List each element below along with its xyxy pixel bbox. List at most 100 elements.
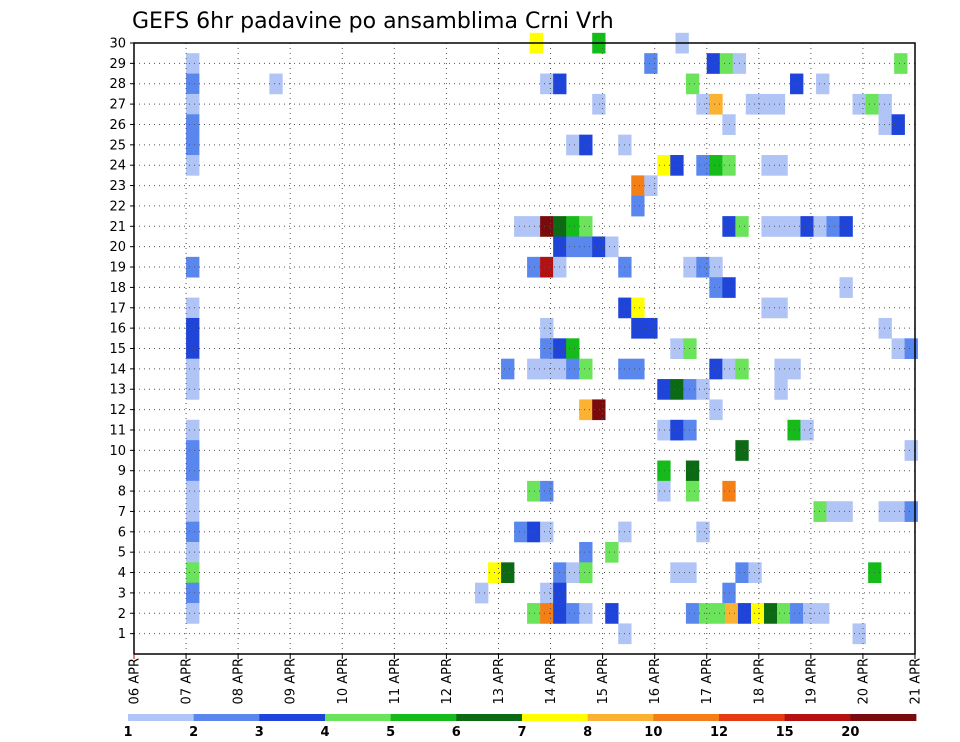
cell-member-27: [745, 93, 760, 115]
x-tick-label: 14 APR: [544, 658, 559, 704]
x-tick-label: 16 APR: [648, 658, 663, 704]
cell-member-15: [186, 338, 200, 359]
cell-member-2: [605, 603, 619, 624]
cell-member-4: [735, 562, 749, 584]
cell-member-13: [670, 379, 684, 400]
cell-member-28: [816, 73, 830, 95]
cell-member-26: [186, 114, 200, 135]
cell-member-2: [724, 603, 739, 624]
cell-member-3: [186, 582, 200, 604]
cell-member-27: [865, 93, 879, 115]
cell-member-26: [878, 114, 892, 135]
y-tick-label: 10: [109, 444, 126, 459]
cell-member-2: [750, 603, 765, 624]
cell-member-27: [758, 93, 773, 115]
y-tick-label: 26: [109, 118, 126, 133]
colorbar-label: 10: [644, 725, 662, 740]
cell-member-2: [540, 603, 554, 624]
cell-member-14: [527, 358, 541, 380]
cell-member-29: [186, 53, 200, 74]
y-tick-label: 25: [109, 138, 126, 153]
cell-member-18: [709, 277, 723, 298]
cell-member-6: [540, 521, 554, 543]
colorbar-label: 20: [841, 725, 859, 740]
colorbar-label: 1: [123, 725, 132, 740]
cell-member-7: [891, 501, 905, 522]
cell-member-21: [761, 216, 775, 237]
cell-member-11: [670, 419, 684, 441]
cell-member-16: [540, 317, 554, 339]
cell-member-13: [657, 379, 671, 400]
y-tick-label: 29: [109, 57, 126, 72]
cell-member-27: [771, 93, 786, 115]
cell-member-4: [186, 562, 200, 584]
y-tick-label: 13: [109, 383, 126, 398]
x-tick-label: 12 APR: [440, 658, 455, 704]
y-tick-label: 5: [118, 546, 126, 561]
cell-member-8: [527, 480, 541, 502]
y-tick-label: 2: [118, 607, 126, 622]
colorbar-swatch: [522, 714, 589, 721]
y-tick-label: 12: [109, 403, 126, 418]
colorbar-label: 15: [776, 725, 794, 740]
colorbar-swatch: [653, 714, 720, 721]
cell-member-18: [839, 277, 853, 298]
cell-member-5: [605, 541, 619, 563]
cell-member-21: [800, 216, 814, 237]
y-tick-label: 9: [118, 464, 126, 479]
cell-member-14: [579, 358, 593, 380]
y-tick-label: 8: [118, 485, 126, 500]
cell-member-12: [709, 399, 723, 421]
cell-member-17: [761, 297, 775, 319]
cell-member-19: [527, 256, 541, 278]
cell-member-15: [540, 338, 554, 359]
cell-member-7: [839, 501, 853, 522]
y-tick-label: 7: [118, 505, 126, 520]
cell-member-2: [764, 603, 778, 624]
cell-member-24: [657, 155, 671, 176]
cell-member-16: [186, 317, 200, 339]
cell-member-8: [540, 480, 554, 502]
cell-member-25: [186, 134, 200, 156]
cell-member-13: [774, 379, 788, 400]
cell-member-24: [670, 155, 684, 176]
x-tick-label: 06 APR: [128, 658, 143, 704]
cell-member-14: [566, 358, 580, 380]
cell-member-26: [891, 114, 905, 135]
cell-member-29: [706, 53, 721, 74]
colorbar-swatch: [325, 714, 392, 721]
cell-member-11: [800, 419, 814, 441]
colorbar-label: 2: [189, 725, 198, 740]
cell-member-11: [657, 419, 671, 441]
cell-member-28: [685, 73, 700, 95]
colorbar-swatch: [128, 714, 195, 721]
x-tick-label: 10 APR: [336, 658, 351, 704]
cell-member-15: [904, 338, 918, 359]
cell-member-25: [579, 134, 593, 156]
cell-member-10: [186, 440, 200, 461]
cell-member-2: [816, 603, 830, 624]
y-tick-label: 23: [109, 179, 126, 194]
y-tick-label: 22: [109, 199, 126, 214]
cell-member-2: [186, 603, 200, 624]
cell-member-29: [894, 53, 908, 74]
cell-member-14: [540, 358, 554, 380]
y-tick-label: 21: [109, 220, 126, 235]
colorbar-label: 8: [583, 725, 592, 740]
y-tick-label: 4: [118, 566, 126, 581]
x-tick-label: 15 APR: [596, 658, 611, 704]
colorbar-swatch: [390, 714, 457, 721]
colorbar-swatch: [719, 714, 786, 721]
cell-member-20: [566, 236, 580, 258]
cell-member-2: [790, 603, 804, 624]
cell-member-21: [839, 216, 853, 237]
y-tick-label: 14: [109, 362, 126, 377]
cell-member-12: [579, 399, 593, 421]
cell-member-28: [790, 73, 804, 95]
grid-lines: [134, 42, 915, 654]
cell-member-14: [631, 358, 645, 380]
cell-member-21: [813, 216, 827, 237]
cell-member-5: [186, 541, 200, 563]
x-tick-label: 19 APR: [804, 658, 819, 704]
